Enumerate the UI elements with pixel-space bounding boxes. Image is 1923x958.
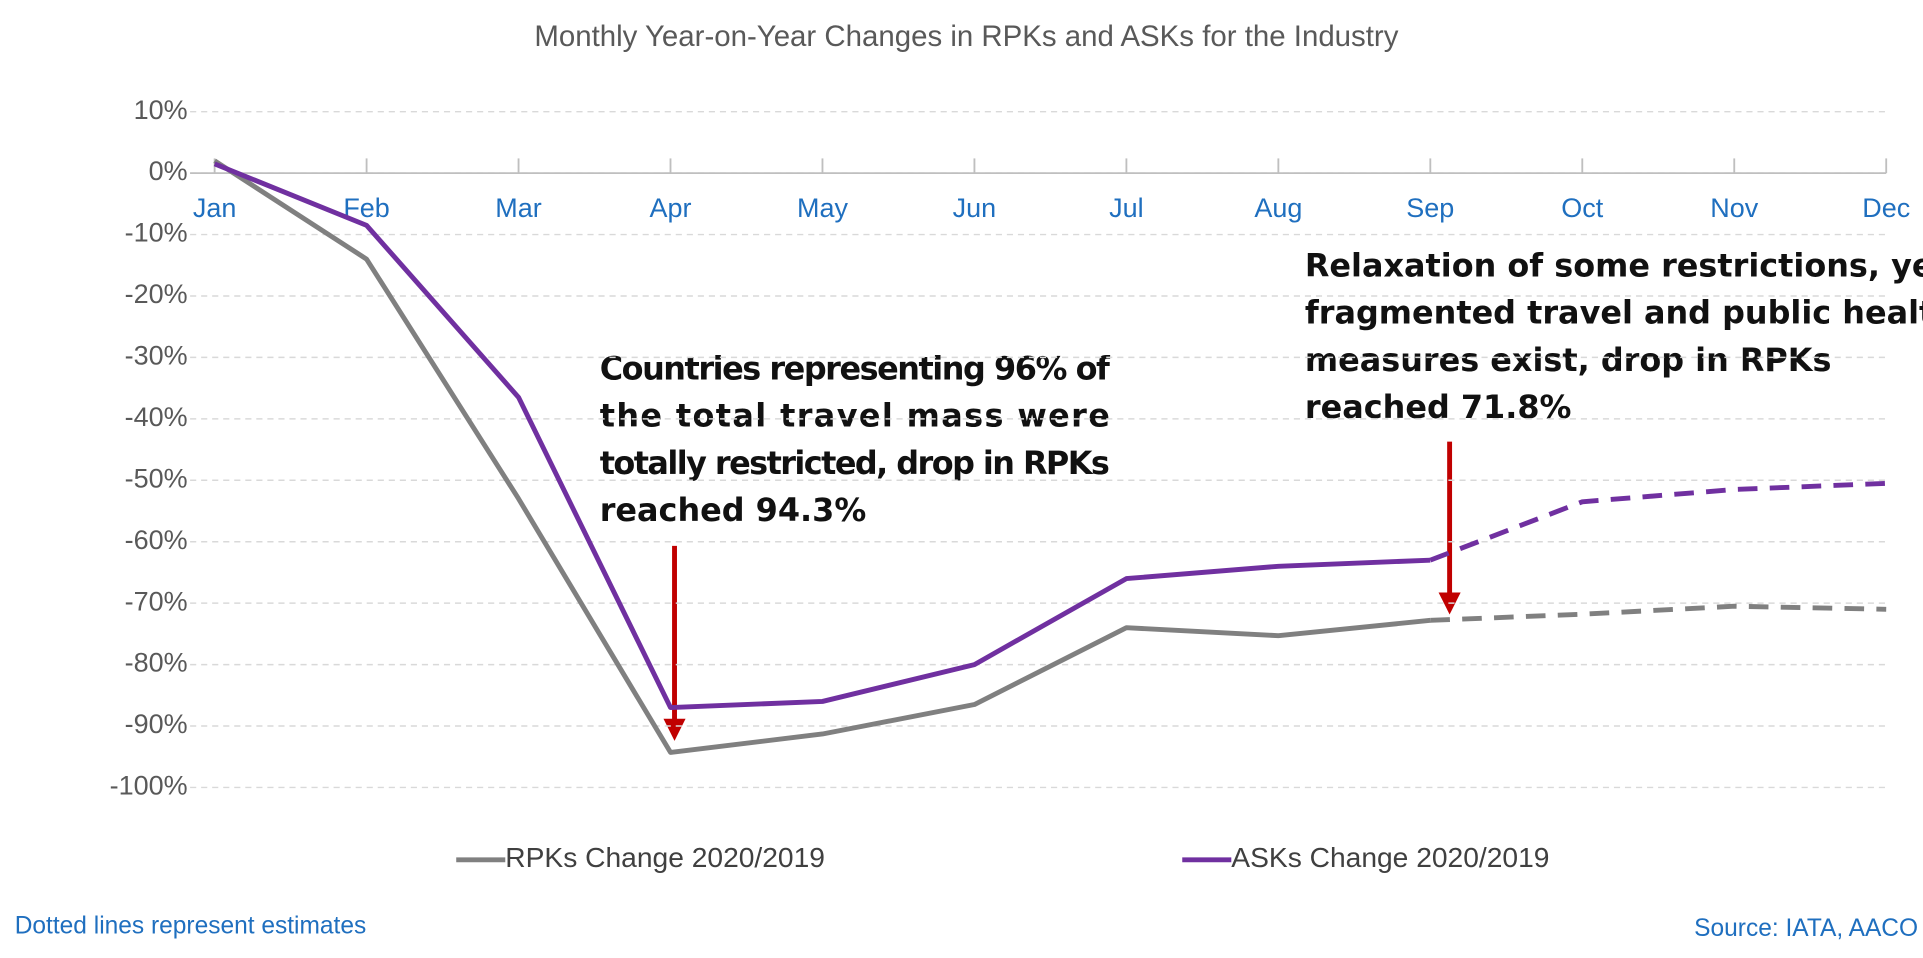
footnote: Dotted lines represent estimates	[15, 913, 367, 940]
legend-label: RPKs Change 2020/2019	[505, 841, 825, 873]
annotation-line: totally restricted, drop in RPKs	[600, 444, 1110, 482]
annotation-line: the total travel mass were	[600, 397, 1110, 435]
y-tick-label: 10%	[134, 95, 188, 125]
y-tick-label: -40%	[125, 402, 188, 432]
y-tick-label: -30%	[125, 341, 188, 371]
x-tick-label: Jan	[193, 193, 236, 223]
y-tick-label: -100%	[110, 771, 188, 801]
annotation-line: Countries representing 96% of	[600, 349, 1111, 387]
annotation: Countries representing 96% of the total t…	[600, 349, 1111, 529]
y-tick-label: -80%	[125, 648, 188, 678]
x-tick-label: Apr	[650, 193, 692, 223]
annotation-line: reached 94.3%	[600, 491, 867, 529]
chart-title: Monthly Year-on-Year Changes in RPKs and…	[534, 20, 1398, 53]
x-tick-label: Sep	[1406, 193, 1454, 223]
y-tick-label: -10%	[125, 218, 188, 248]
x-tick-label: Oct	[1561, 193, 1603, 223]
annotation-line: Relaxation of some restrictions, yet	[1305, 246, 1923, 284]
arrow-head	[663, 718, 686, 741]
series-line	[213, 158, 1431, 755]
series-line	[213, 161, 1431, 711]
x-tick-label: Aug	[1254, 193, 1302, 223]
annotation-line: fragmented travel and public health	[1305, 294, 1923, 332]
x-tick-label: Nov	[1710, 193, 1758, 223]
annotation-line: reached 71.8%	[1305, 388, 1572, 426]
x-tick-label: Mar	[495, 193, 541, 223]
y-tick-label: -50%	[125, 463, 188, 493]
annotation-line: measures exist, drop in RPKs	[1305, 341, 1832, 379]
x-tick-label: Jun	[953, 193, 996, 223]
legend-label: ASKs Change 2020/2019	[1231, 841, 1549, 873]
y-tick-label: -60%	[125, 525, 188, 555]
y-tick-label: -20%	[125, 279, 188, 309]
x-tick-label: Dec	[1862, 193, 1910, 223]
annotation: Relaxation of some restrictions, yet frag…	[1305, 246, 1923, 426]
series-line-estimate	[1430, 603, 1887, 623]
y-tick-label: 0%	[149, 156, 188, 186]
series-line-estimate	[1429, 480, 1887, 563]
x-tick-label: Jul	[1109, 193, 1143, 223]
y-tick-label: -90%	[125, 709, 188, 739]
x-tick-label: May	[797, 193, 848, 223]
y-tick-label: -70%	[125, 586, 188, 616]
source: Source: IATA, AACO	[1694, 915, 1918, 942]
